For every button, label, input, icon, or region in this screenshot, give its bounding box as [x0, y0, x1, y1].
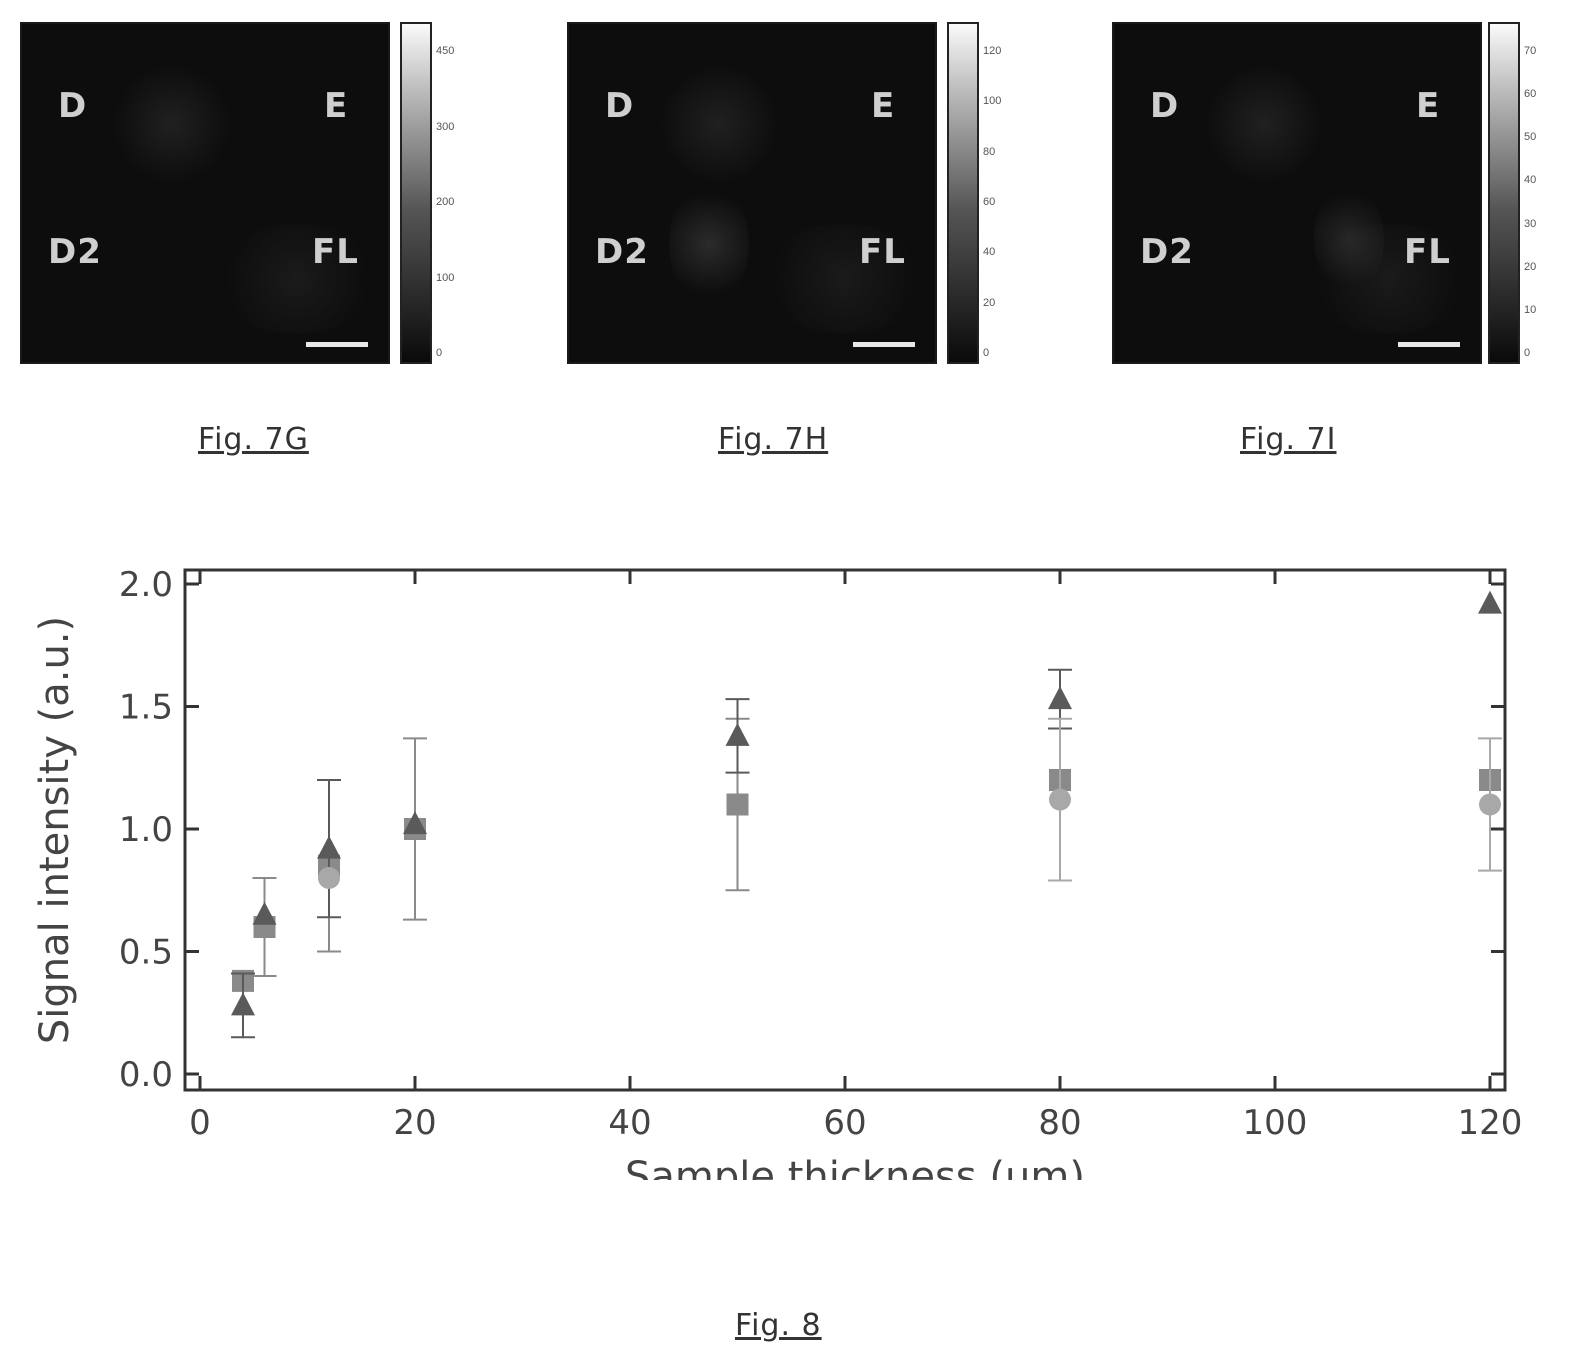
- y-axis-label: Signal intensity (a.u.): [32, 616, 78, 1044]
- data-point-circle: [1049, 788, 1071, 811]
- scale-bar: [853, 342, 915, 347]
- region-label-bottom-left: D2: [595, 232, 649, 272]
- colorbar-tick-label: 0: [983, 347, 990, 359]
- x-tick-label: 40: [608, 1103, 651, 1143]
- colorbar: [947, 22, 979, 364]
- y-tick-label: 0.0: [119, 1055, 173, 1095]
- colorbar-tick-label: 40: [983, 246, 996, 259]
- data-point-triangle: [231, 992, 255, 1016]
- region-label-top-left: D: [58, 86, 88, 126]
- data-point-triangle: [1048, 686, 1072, 710]
- signal-region: [1314, 184, 1384, 294]
- colorbar: [400, 22, 432, 364]
- x-axis-label: Sample thickness (µm): [625, 1154, 1085, 1180]
- image-panel-3: D E D2 FL: [1112, 22, 1482, 364]
- colorbar-tick-label: 200: [436, 196, 455, 208]
- panel-caption: Fig. 7G: [198, 422, 309, 457]
- colorbar-tick-label: 0: [1524, 347, 1531, 359]
- data-point-triangle: [1478, 590, 1502, 614]
- signal-region: [1204, 64, 1324, 184]
- colorbar-tick-label: 60: [983, 196, 996, 208]
- x-tick-label: 80: [1038, 1103, 1081, 1143]
- data-point-circle: [318, 867, 340, 889]
- data-point-circle: [1479, 793, 1501, 816]
- y-tick-label: 0.5: [119, 933, 173, 973]
- region-label-top-right: E: [324, 86, 349, 126]
- image-panel-2: D E D2 FL: [567, 22, 937, 364]
- region-label-bottom-left: D2: [48, 232, 102, 272]
- colorbar-tick-label: 10: [1524, 303, 1537, 316]
- data-point-triangle: [317, 835, 341, 859]
- region-label-top-right: E: [871, 86, 896, 126]
- x-tick-label: 20: [393, 1103, 436, 1143]
- y-tick-label: 1.0: [119, 810, 173, 850]
- signal-region: [112, 64, 232, 184]
- x-tick-label: 120: [1458, 1103, 1523, 1143]
- data-point-square: [726, 793, 749, 816]
- y-tick-label: 1.5: [119, 688, 173, 728]
- colorbar-tick-label: 80: [983, 145, 996, 158]
- fig-8-chart: 0 20 40 60 80 100 120 0.0 0.5 1.0 1.5 2.0 Sample thi…: [32, 565, 1523, 1180]
- region-label-bottom-right: FL: [859, 232, 906, 272]
- data-point-triangle: [725, 722, 750, 746]
- colorbar-tick-label: 50: [1524, 131, 1537, 144]
- region-label-top-right: E: [1416, 86, 1441, 126]
- y-tick-label: 2.0: [119, 565, 173, 605]
- data-point-triangle: [252, 901, 277, 925]
- colorbar-tick-label: 70: [1524, 45, 1537, 57]
- signal-region: [1304, 224, 1474, 334]
- x-tick-label: 100: [1243, 1103, 1308, 1143]
- data-point-triangle: [403, 811, 427, 835]
- region-label-bottom-right: FL: [1404, 232, 1451, 272]
- panel-caption: Fig. 7H: [718, 422, 829, 457]
- region-label-bottom-right: FL: [312, 232, 359, 272]
- fig-8-caption: Fig. 8: [735, 1308, 822, 1343]
- colorbar-tick-label: 300: [436, 120, 455, 133]
- x-tick-label: 60: [823, 1103, 866, 1143]
- scale-bar: [306, 342, 368, 347]
- region-label-bottom-left: D2: [1140, 232, 1194, 272]
- colorbar-tick-label: 30: [1524, 217, 1537, 230]
- signal-region: [659, 64, 779, 184]
- signal-region: [669, 184, 749, 304]
- colorbar-tick-label: 0: [436, 347, 443, 359]
- colorbar-tick-label: 100: [436, 271, 455, 284]
- colorbar-tick-label: 100: [983, 95, 1002, 108]
- colorbar-tick-label: 40: [1524, 174, 1537, 187]
- colorbar-tick-label: 60: [1524, 88, 1537, 101]
- signal-region: [759, 224, 929, 334]
- colorbar: [1488, 22, 1520, 364]
- colorbar-tick-label: 120: [983, 45, 1002, 57]
- region-label-top-left: D: [605, 86, 635, 126]
- image-panel-1: D E D2 FL: [20, 22, 390, 364]
- plot-frame: [183, 568, 1507, 1092]
- panel-caption: Fig. 7I: [1240, 422, 1337, 457]
- colorbar-tick-label: 20: [1524, 260, 1537, 273]
- scale-bar: [1398, 342, 1460, 347]
- signal-region: [212, 224, 382, 334]
- colorbar-tick-label: 450: [436, 45, 455, 57]
- region-label-top-left: D: [1150, 86, 1180, 126]
- x-tick-label: 0: [189, 1103, 211, 1143]
- colorbar-tick-label: 20: [983, 296, 996, 309]
